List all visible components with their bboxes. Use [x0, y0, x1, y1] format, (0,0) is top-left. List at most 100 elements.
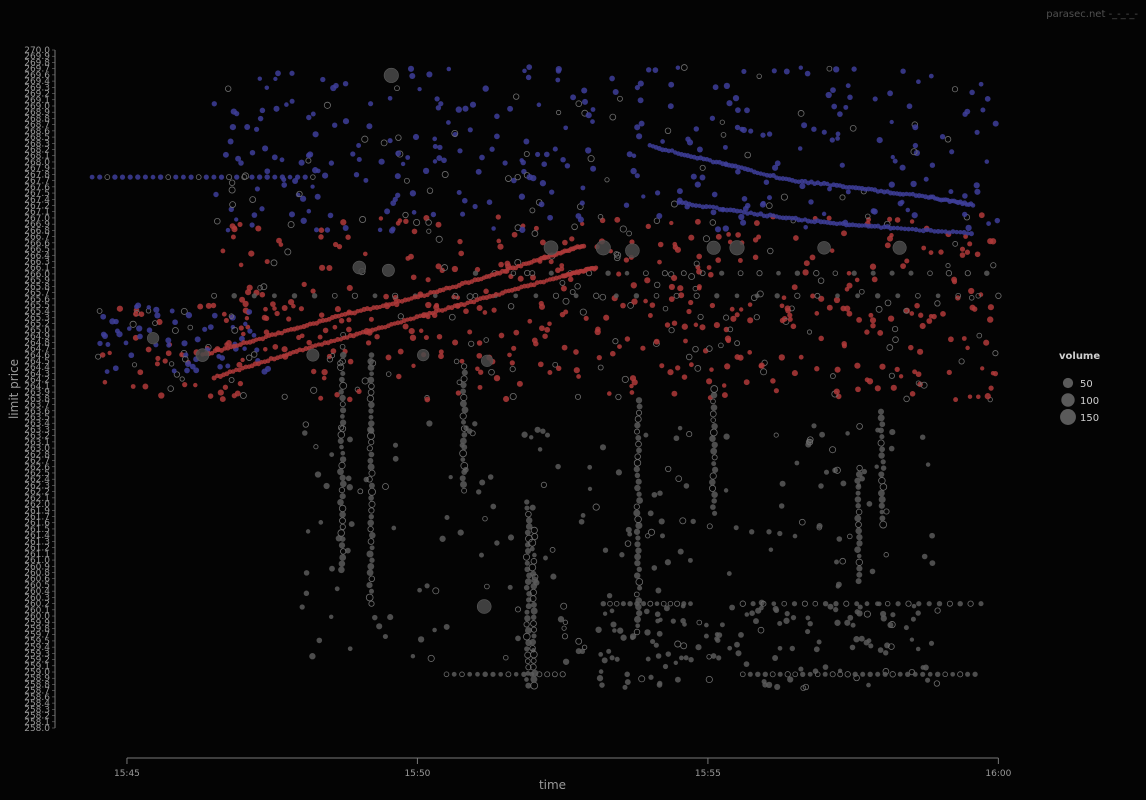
ask-point — [408, 328, 415, 335]
trade-point — [854, 601, 860, 607]
trade-point — [802, 683, 810, 691]
trade-point — [653, 642, 659, 648]
ask-point — [310, 288, 316, 294]
y-tick-label: 263.5 — [24, 413, 50, 423]
trade-point — [337, 498, 344, 506]
trade-point — [345, 475, 352, 482]
ask-point — [242, 300, 249, 308]
ask-point — [477, 384, 483, 390]
ask-point — [133, 311, 139, 317]
ask-point — [871, 276, 878, 283]
ask-point — [814, 311, 820, 316]
trade-point — [443, 623, 450, 630]
ask-point — [131, 362, 138, 368]
bid-point — [441, 157, 447, 164]
bid-point — [582, 98, 588, 105]
trade-point — [656, 682, 663, 688]
bid-point — [579, 200, 585, 206]
trade-point — [737, 270, 744, 277]
ask-point — [451, 265, 459, 273]
ask-point — [671, 390, 678, 397]
trade-point — [309, 653, 316, 660]
y-tick-label: 269.0 — [24, 102, 50, 112]
ask-point — [961, 336, 967, 341]
ask-point — [270, 301, 276, 307]
bid-point — [462, 197, 468, 204]
ask-point — [426, 228, 432, 234]
y-tick-label: 263.2 — [24, 432, 50, 442]
y-tick-label: 263.8 — [24, 394, 50, 404]
bid-point — [257, 115, 264, 122]
trade-point — [879, 434, 885, 440]
bid-point — [230, 324, 236, 330]
bid-point — [363, 177, 369, 183]
ask-point — [476, 340, 483, 346]
trade-point — [964, 270, 971, 277]
trade-point — [747, 671, 753, 677]
ask-point — [688, 273, 696, 280]
ask-point — [435, 235, 443, 243]
trade-point — [853, 636, 860, 643]
bid-point — [494, 113, 500, 120]
ask-point — [624, 336, 631, 342]
ask-point — [730, 315, 737, 322]
watermark-text: parasec.net -_-_-_- — [1046, 9, 1138, 20]
trade-point — [710, 653, 717, 659]
bid-point — [720, 132, 727, 138]
bid-point — [426, 187, 434, 194]
ask-point — [154, 361, 160, 367]
bid-point — [634, 124, 641, 131]
large-volume-point — [417, 349, 430, 362]
ask-point — [409, 334, 417, 341]
trade-point — [863, 610, 871, 618]
trade-point — [555, 463, 561, 470]
bid-point — [332, 122, 338, 128]
ask-point — [240, 392, 247, 399]
ask-point — [814, 366, 820, 372]
ask-point — [894, 366, 900, 373]
bid-point — [571, 223, 578, 231]
trade-point — [559, 671, 566, 678]
bid-point — [741, 196, 748, 202]
trade-point — [357, 488, 364, 495]
ask-point — [909, 311, 915, 316]
trade-point — [915, 610, 921, 616]
trade-point — [928, 640, 935, 646]
trade-point — [967, 600, 974, 607]
trade-point — [461, 406, 469, 414]
trade-point — [367, 562, 375, 570]
bid-point — [744, 107, 750, 114]
ask-point — [904, 258, 910, 264]
ask-point — [654, 281, 661, 289]
trade-point — [887, 622, 894, 628]
trade-point — [779, 480, 786, 487]
ask-point — [753, 220, 760, 227]
bid-point — [249, 149, 256, 156]
trade-point — [340, 450, 346, 456]
trade-point — [864, 601, 870, 607]
trade-point — [834, 619, 841, 626]
trade-point — [934, 671, 941, 678]
ask-point — [697, 313, 704, 320]
ask-point — [900, 263, 906, 269]
trade-point — [673, 660, 678, 665]
ask-point — [281, 393, 288, 400]
ask-point — [915, 371, 922, 378]
ask-point — [498, 332, 505, 339]
large-volume-point — [195, 348, 210, 362]
bid-point — [634, 85, 640, 91]
trade-point — [635, 578, 644, 586]
trade-point — [372, 293, 378, 299]
trade-point — [339, 381, 348, 390]
bid-point — [783, 68, 790, 75]
y-tick-label: 263.6 — [24, 407, 50, 417]
trade-point — [800, 671, 806, 677]
trade-point — [882, 671, 888, 677]
y-tick-label: 268.0 — [24, 158, 50, 168]
trade-point — [318, 520, 324, 525]
bid-point — [342, 225, 349, 231]
trade-point — [339, 401, 346, 408]
bid-point — [203, 174, 209, 180]
trade-point — [339, 394, 346, 402]
ask-point — [193, 382, 198, 388]
